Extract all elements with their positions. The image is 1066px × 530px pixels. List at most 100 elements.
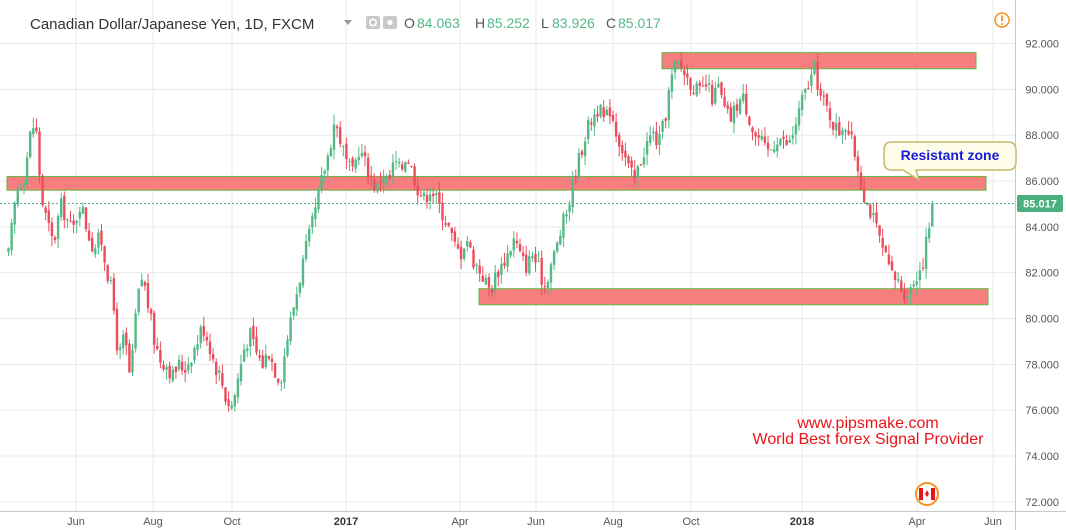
x-tick-label: 2017 [334, 516, 358, 528]
candle-body [7, 248, 10, 252]
y-tick-label: 76.000 [1025, 405, 1059, 417]
price-axis[interactable]: 72.000 74.000 76.000 78.000 80.000 82.000 84.0… [1025, 39, 1059, 509]
low-label: L [541, 15, 549, 31]
candle-body [915, 281, 918, 285]
candle-body [658, 134, 661, 145]
candle-body [277, 378, 280, 383]
candle-body [590, 122, 593, 125]
candle-body [171, 369, 174, 381]
candle-body [751, 127, 754, 133]
candle-body [211, 354, 215, 360]
candle-body [100, 230, 103, 245]
candle-body [785, 140, 788, 145]
candle-body [196, 344, 199, 350]
candle-body [897, 279, 900, 281]
candle-body [732, 105, 736, 124]
candle-body [72, 220, 75, 225]
candle-body [862, 187, 866, 203]
candle-body [494, 272, 497, 292]
candle-body [122, 334, 125, 349]
x-tick-label: Jun [527, 516, 545, 528]
candle-body [475, 264, 478, 266]
candle-body [580, 151, 584, 155]
candle-body [534, 253, 537, 263]
candle-body [267, 355, 271, 359]
candle-body [711, 84, 714, 105]
x-tick-label: 2018 [790, 516, 814, 528]
candle-body [735, 104, 739, 111]
chart-header: Canadian Dollar/Japanese Yen, 1D, FXCM O… [30, 15, 661, 33]
settings-icon[interactable] [366, 16, 380, 29]
candle-body [320, 175, 323, 190]
candle-body [425, 195, 429, 203]
candle-body [807, 88, 810, 90]
candle-body [397, 162, 401, 164]
candle-body [118, 347, 122, 350]
candle-body [13, 202, 16, 225]
candle-body [928, 228, 931, 239]
x-tick-label: Apr [451, 516, 468, 528]
candle-body [224, 387, 227, 402]
y-tick-label: 72.000 [1025, 497, 1059, 509]
candle-body [835, 123, 838, 131]
candle-body [137, 288, 140, 313]
candles [7, 51, 934, 412]
candle-body [884, 246, 887, 252]
candle-body [131, 349, 134, 373]
candle-body [828, 108, 832, 121]
candle-body [680, 60, 683, 68]
candle-body [729, 107, 732, 122]
candle-body [125, 332, 128, 346]
candle-body [94, 248, 97, 255]
symbol-title[interactable]: Canadian Dollar/Japanese Yen, 1D, FXCM [30, 16, 314, 33]
time-axis[interactable]: Jun Aug Oct 2017 Apr Jun Aug Oct 2018 Apr Jun [67, 516, 1002, 528]
candle-body [134, 313, 137, 349]
candle-body [184, 369, 187, 373]
candle-body [221, 372, 224, 386]
alert-icon[interactable] [994, 12, 1010, 28]
candle-body [559, 235, 562, 245]
candle-body [723, 96, 726, 107]
candle-body [469, 242, 472, 248]
candle-body [714, 87, 717, 104]
candle-body [568, 204, 571, 212]
candle-body [689, 78, 692, 91]
candle-body [47, 210, 50, 224]
high-label: H [475, 15, 485, 31]
dropdown-arrow-icon[interactable] [344, 20, 352, 25]
candle-body [562, 214, 565, 238]
candle-body [887, 254, 891, 264]
candle-body [701, 85, 705, 87]
candle-body [661, 121, 664, 132]
eye-icon[interactable] [383, 16, 397, 29]
candle-body [645, 140, 649, 155]
candle-body [385, 176, 388, 180]
canada-flag-icon[interactable] [915, 482, 939, 506]
candle-body [769, 149, 773, 151]
candle-body [683, 70, 686, 76]
candle-body [153, 313, 156, 345]
candle-body [357, 156, 360, 161]
candle-body [143, 281, 147, 286]
x-tick-label: Apr [908, 516, 925, 528]
candle-body [140, 279, 143, 286]
candle-body [847, 130, 850, 135]
candle-body [707, 83, 711, 85]
candle-body [459, 246, 463, 260]
candle-body [87, 230, 91, 241]
candle-body [456, 244, 460, 249]
candle-body [546, 282, 550, 289]
candle-body [869, 204, 872, 218]
candle-body [655, 131, 658, 146]
candle-body [401, 164, 404, 170]
candle-body [695, 83, 698, 96]
candle-body [366, 157, 370, 177]
candle-body [289, 317, 292, 342]
candle-body [537, 260, 540, 262]
candle-body [602, 107, 605, 118]
candle-body [639, 164, 643, 166]
candle-body [500, 263, 503, 275]
candle-body [128, 343, 131, 373]
candle-body [642, 157, 646, 165]
